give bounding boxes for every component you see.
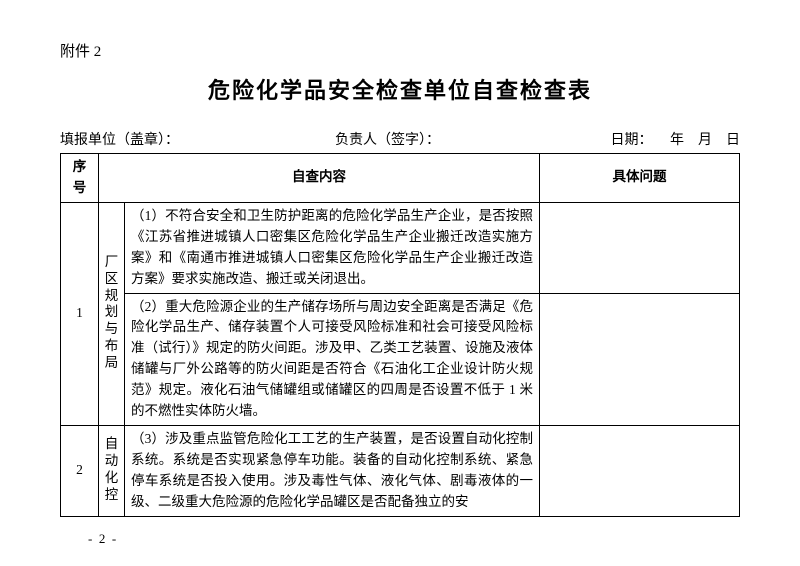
header-seq: 序号 [61, 154, 99, 203]
responsible-signer-label: 负责人（签字）： [335, 129, 440, 149]
cell-content: （3）涉及重点监管危险化工工艺的生产装置，是否设置自动化控制系统。系统是否实现紧… [125, 426, 540, 517]
page-number: - 2 - [88, 531, 740, 547]
cell-issue [540, 202, 740, 293]
cell-category: 厂区规划与布局 [99, 202, 125, 425]
header-content: 自查内容 [99, 154, 540, 203]
cell-seq: 1 [61, 202, 99, 425]
cell-issue [540, 426, 740, 517]
cell-category: 自动化控 [99, 426, 125, 517]
cell-content: （1）不符合安全和卫生防护距离的危险化学品生产企业，是否按照《江苏省推进城镇人口… [125, 202, 540, 293]
cell-seq: 2 [61, 426, 99, 517]
table-header-row: 序号 自查内容 具体问题 [61, 154, 740, 203]
date-label: 日期： 年 月 日 [611, 129, 741, 149]
reporting-org-label: 填报单位（盖章）： [60, 129, 179, 149]
cell-issue [540, 293, 740, 426]
meta-row: 填报单位（盖章）： 负责人（签字）： 日期： 年 月 日 [60, 129, 740, 149]
header-issue: 具体问题 [540, 154, 740, 203]
table-row: 1 厂区规划与布局 （1）不符合安全和卫生防护距离的危险化学品生产企业，是否按照… [61, 202, 740, 293]
cell-content: （2）重大危险源企业的生产储存场所与周边安全距离是否满足《危险化学品生产、储存装… [125, 293, 540, 426]
table-row: （2）重大危险源企业的生产储存场所与周边安全距离是否满足《危险化学品生产、储存装… [61, 293, 740, 426]
page-title: 危险化学品安全检查单位自查检查表 [60, 73, 740, 105]
table-row: 2 自动化控 （3）涉及重点监管危险化工工艺的生产装置，是否设置自动化控制系统。… [61, 426, 740, 517]
inspection-table: 序号 自查内容 具体问题 1 厂区规划与布局 （1）不符合安全和卫生防护距离的危… [60, 153, 740, 517]
attachment-label: 附件 2 [60, 40, 740, 61]
